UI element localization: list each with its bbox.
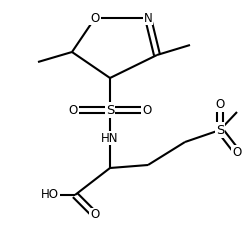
Text: HN: HN	[101, 132, 119, 144]
Text: HO: HO	[41, 188, 59, 202]
Text: O: O	[216, 99, 224, 111]
Text: O: O	[90, 208, 100, 222]
Text: O: O	[232, 145, 241, 159]
Text: S: S	[106, 104, 114, 116]
Text: O: O	[90, 11, 100, 25]
Text: O: O	[142, 104, 152, 116]
Text: S: S	[216, 124, 224, 137]
Text: N: N	[144, 11, 152, 25]
Text: O: O	[68, 104, 78, 116]
